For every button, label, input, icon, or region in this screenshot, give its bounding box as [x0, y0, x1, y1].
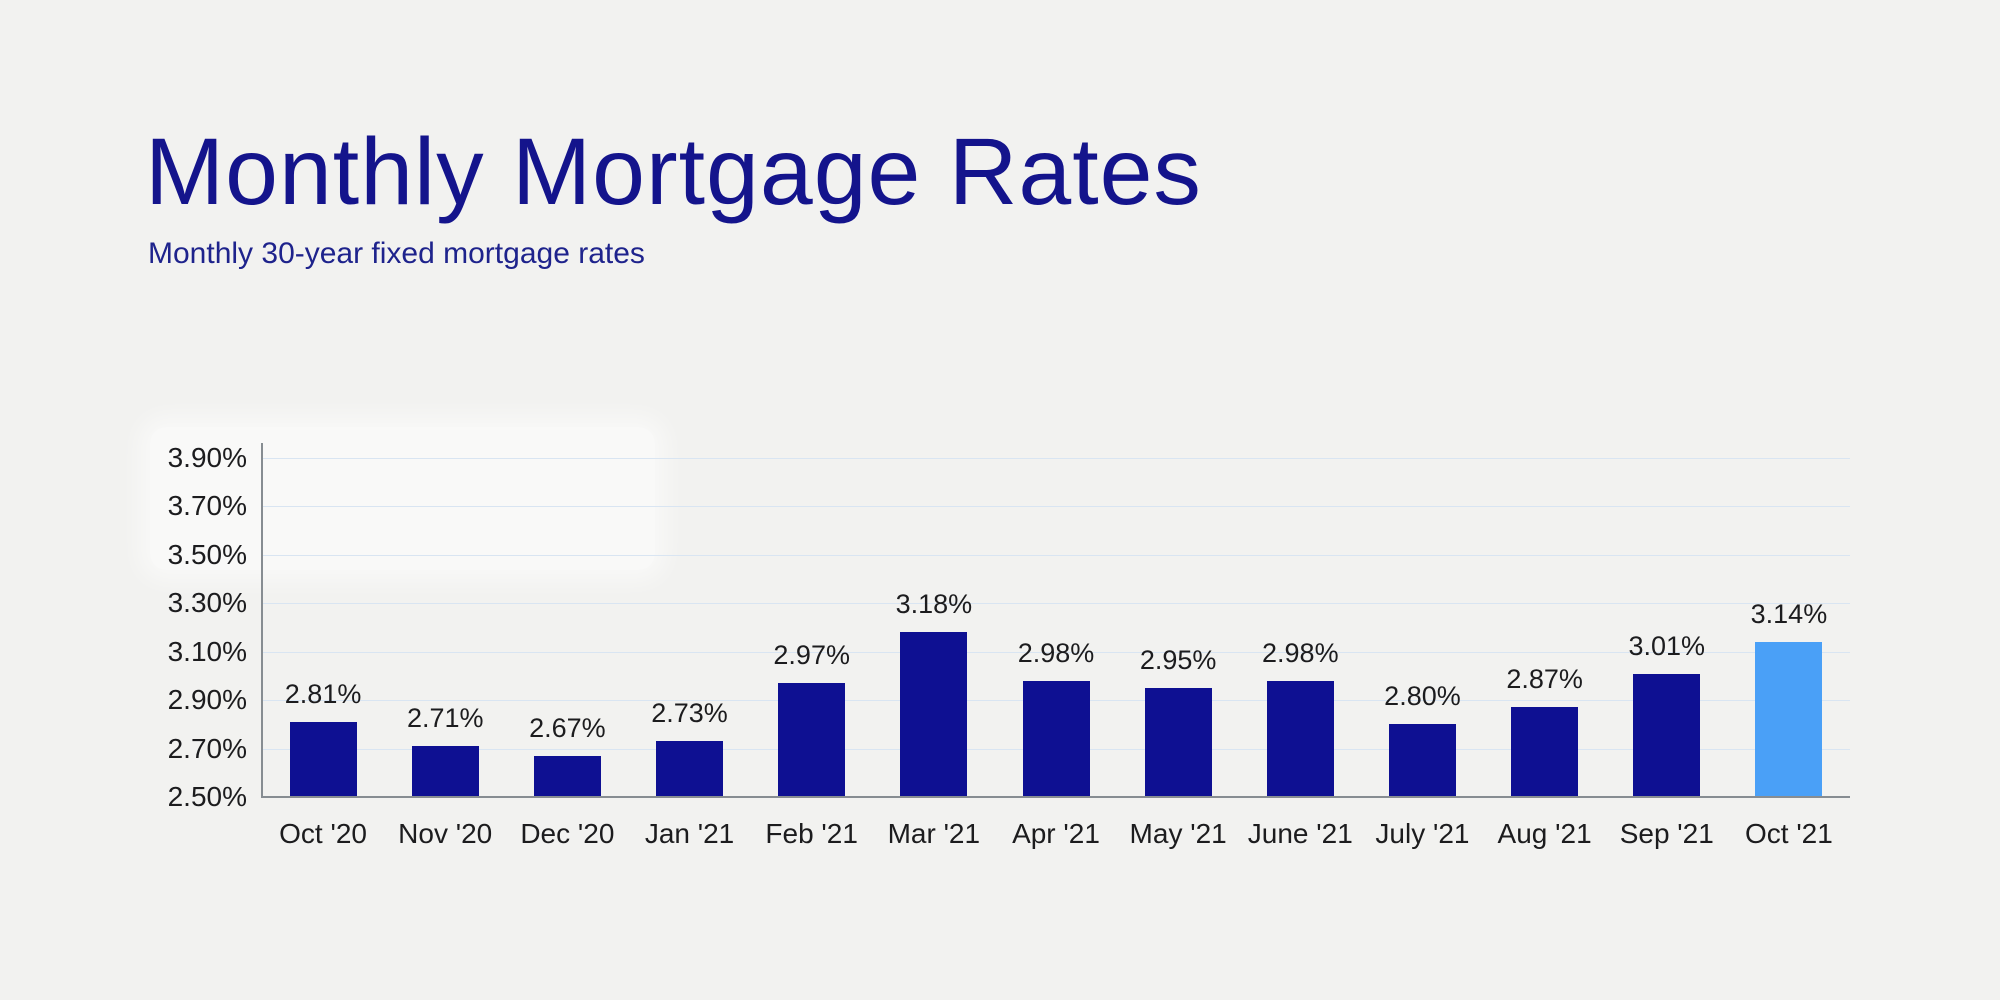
y-axis-tick-label: 2.70%	[167, 732, 247, 764]
bar[interactable]	[1266, 680, 1334, 797]
gridline	[262, 651, 1850, 653]
bar-value-label: 3.18%	[895, 589, 973, 620]
bar-value-label: 2.98%	[1017, 637, 1095, 668]
y-axis-line	[261, 443, 263, 798]
bar-value-label: 2.95%	[1139, 645, 1217, 676]
y-axis-tick-label: 3.50%	[167, 538, 247, 570]
x-axis-label: May '21	[1129, 818, 1227, 849]
bar-value-label: 3.14%	[1750, 599, 1828, 630]
bar[interactable]	[1511, 707, 1579, 797]
y-axis-tick-label: 3.90%	[167, 442, 247, 473]
x-axis-line	[261, 796, 1850, 798]
x-axis-label: Sep '21	[1619, 818, 1714, 849]
x-axis-label: Aug '21	[1497, 818, 1592, 849]
y-axis-tick-label: 2.50%	[167, 781, 247, 812]
gridline	[262, 603, 1850, 605]
bar-value-label: 2.81%	[284, 678, 362, 709]
bar[interactable]	[1144, 688, 1212, 797]
y-axis-tick-label: 3.30%	[167, 587, 247, 619]
x-axis-label: Oct '21	[1745, 818, 1833, 849]
bar-value-label: 2.87%	[1506, 664, 1583, 695]
x-axis-label: Oct '20	[279, 818, 367, 849]
x-axis-label: Apr '21	[1012, 818, 1100, 849]
bar[interactable]	[411, 746, 479, 797]
y-axis-tick-label: 2.90%	[167, 684, 247, 716]
bar[interactable]	[1755, 642, 1823, 797]
bar[interactable]	[1633, 673, 1701, 797]
bar[interactable]	[656, 741, 724, 797]
x-axis-label: Mar '21	[887, 818, 981, 849]
gridline	[262, 554, 1850, 556]
bar-value-label: 2.71%	[406, 703, 484, 734]
chart-subtitle: Monthly 30-year fixed mortgage rates	[148, 237, 645, 270]
gridline	[262, 458, 1850, 459]
gridline	[262, 506, 1850, 508]
bar-value-label: 2.67%	[529, 712, 606, 743]
bar[interactable]	[533, 755, 601, 797]
bar-value-label: 2.98%	[1262, 637, 1339, 668]
bar-value-label: 2.73%	[651, 698, 728, 729]
bar[interactable]	[778, 683, 846, 797]
x-axis-label: June '21	[1247, 818, 1353, 849]
highlight-panel	[150, 427, 655, 570]
x-axis-label: Nov '20	[398, 818, 493, 849]
x-axis-label: Feb '21	[765, 818, 858, 849]
x-axis-label: July '21	[1375, 818, 1470, 849]
y-axis-tick-label: 3.70%	[167, 490, 247, 522]
x-axis-label: Jan '21	[644, 818, 735, 849]
x-axis-label: Dec '20	[520, 818, 615, 849]
bar[interactable]	[1022, 680, 1090, 797]
y-axis-tick-label: 3.10%	[167, 635, 247, 667]
bar-value-label: 2.80%	[1384, 681, 1461, 712]
chart-title: Monthly Mortgage Rates	[145, 119, 1202, 225]
bar[interactable]	[900, 632, 968, 797]
bar-value-label: 2.97%	[773, 640, 850, 671]
bar[interactable]	[1388, 724, 1456, 797]
bar[interactable]	[289, 721, 357, 797]
bar-value-label: 3.01%	[1628, 630, 1706, 661]
